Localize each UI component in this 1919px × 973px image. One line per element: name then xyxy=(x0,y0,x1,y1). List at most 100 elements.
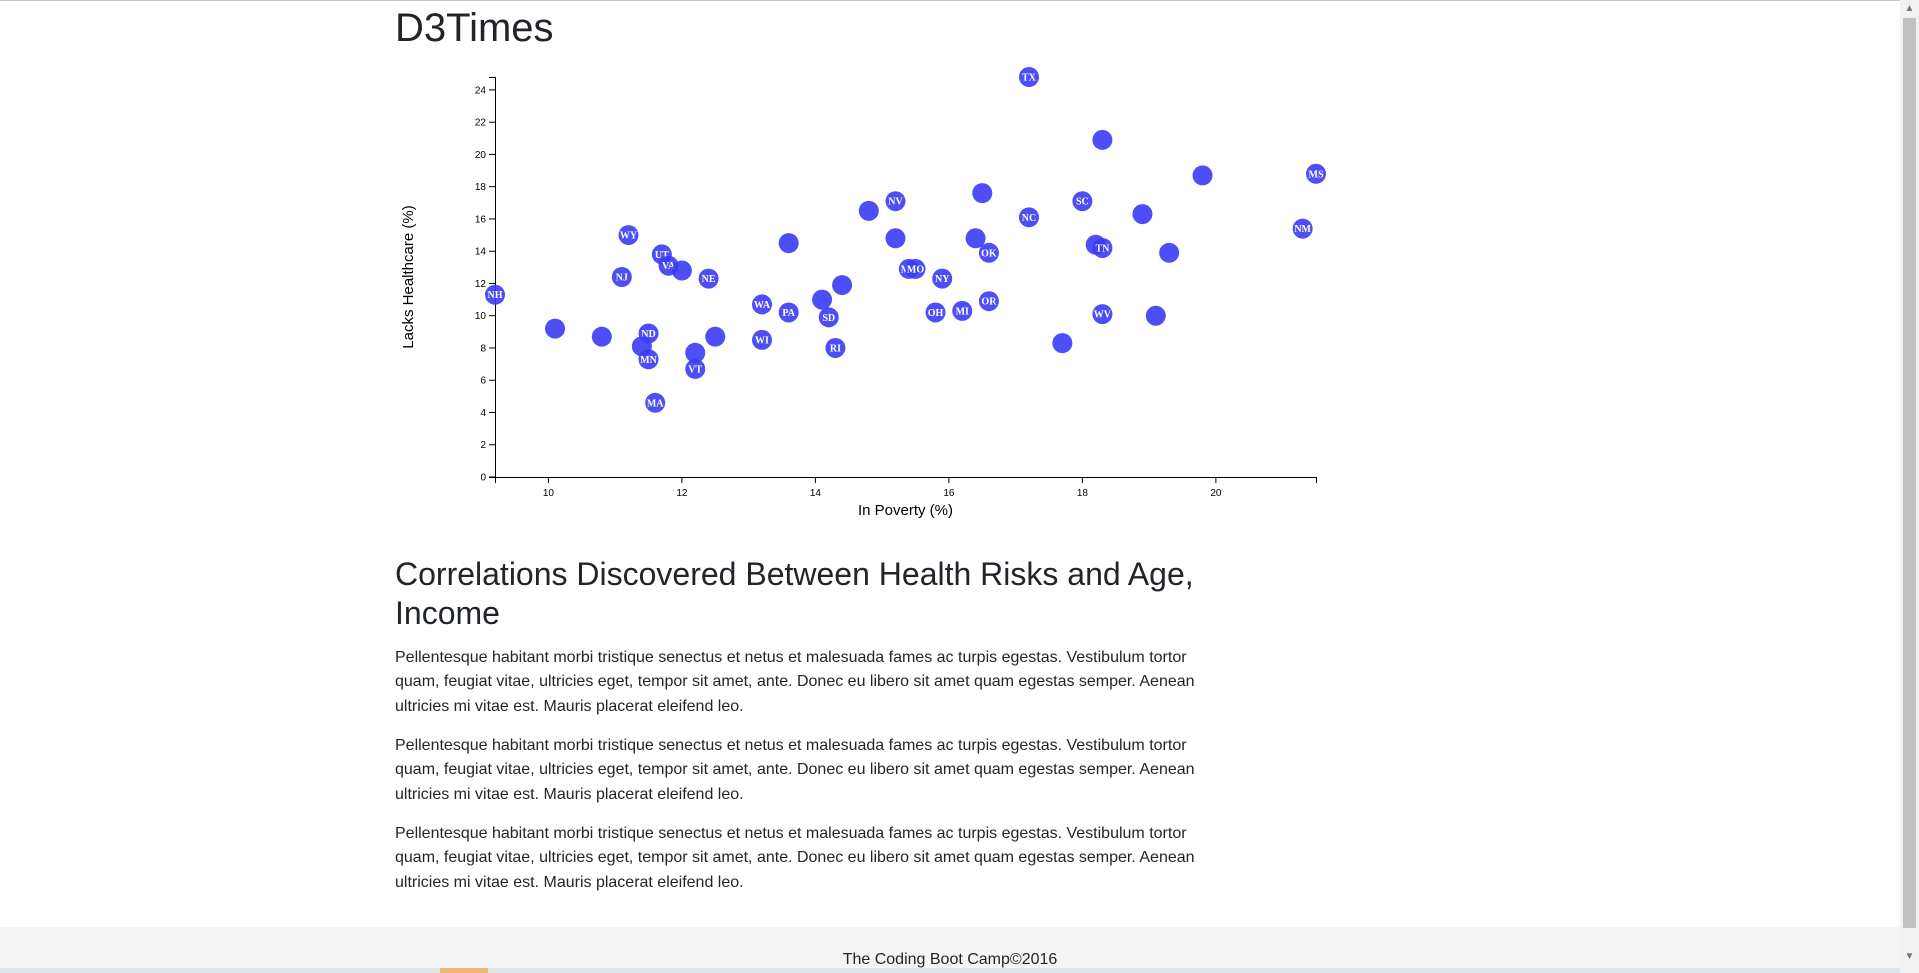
data-point[interactable] xyxy=(778,302,799,323)
data-point[interactable] xyxy=(932,268,953,289)
y-axis-line xyxy=(489,77,496,478)
data-point-label: NH xyxy=(488,290,503,301)
data-point[interactable] xyxy=(905,258,926,279)
footer: The Coding Boot Camp©2016 xyxy=(0,927,1900,973)
data-point-label: TN xyxy=(1095,243,1110,254)
scroll-down-arrow-icon[interactable]: ▼ xyxy=(1904,951,1915,962)
x-tick-label: 14 xyxy=(810,488,822,499)
data-point[interactable] xyxy=(705,326,726,347)
data-point[interactable] xyxy=(1092,237,1113,258)
data-point[interactable] xyxy=(978,242,999,263)
data-point[interactable] xyxy=(952,300,973,321)
y-tick-label: 8 xyxy=(480,343,486,354)
data-point[interactable] xyxy=(1018,207,1039,228)
data-point[interactable] xyxy=(645,392,666,413)
data-point-label: NE xyxy=(702,274,716,285)
data-point[interactable] xyxy=(972,183,993,204)
y-tick-label: 0 xyxy=(480,473,486,484)
y-tick-label: 10 xyxy=(475,311,487,322)
data-point[interactable] xyxy=(885,191,906,212)
data-point-label: VT xyxy=(688,364,702,375)
article-paragraph-3: Pellentesque habitant morbi tristique se… xyxy=(395,825,1195,891)
data-point-label: OH xyxy=(928,308,944,319)
data-point-label: UT xyxy=(655,250,669,261)
scroll-up-arrow-icon[interactable]: ▲ xyxy=(1904,3,1915,14)
data-point-label: WI xyxy=(755,335,769,346)
data-point-label: SD xyxy=(822,313,835,324)
data-point-label: MO xyxy=(907,264,924,275)
data-point[interactable] xyxy=(485,284,505,305)
data-point[interactable] xyxy=(1092,304,1113,325)
y-tick-label: 4 xyxy=(480,408,486,419)
x-tick-label: 20 xyxy=(1210,488,1222,499)
data-point[interactable] xyxy=(751,294,772,315)
x-axis-title: In Poverty (%) xyxy=(858,502,953,519)
data-point[interactable] xyxy=(1306,163,1326,184)
data-point-label: OK xyxy=(981,248,997,259)
taskbar-strip xyxy=(0,968,1900,973)
data-point-label: MS xyxy=(1309,169,1324,180)
data-point[interactable] xyxy=(1132,204,1153,225)
article-title: Correlations Discovered Between Health R… xyxy=(395,556,1194,631)
data-point[interactable] xyxy=(965,228,986,249)
data-point[interactable] xyxy=(591,326,612,347)
data-point[interactable] xyxy=(671,260,692,281)
data-point-label: TX xyxy=(1022,73,1037,84)
data-point-label: NV xyxy=(888,197,903,208)
data-point-label: RI xyxy=(830,343,841,354)
data-point[interactable] xyxy=(832,275,853,296)
site-title: D3Times xyxy=(395,6,554,50)
y-tick-label: 20 xyxy=(475,150,487,161)
data-point[interactable] xyxy=(1145,305,1166,326)
data-point[interactable] xyxy=(1018,67,1039,87)
x-axis-line xyxy=(495,477,1317,483)
data-point[interactable] xyxy=(778,233,799,254)
data-point-label: ND xyxy=(641,329,655,340)
data-point[interactable] xyxy=(751,329,772,350)
data-point[interactable] xyxy=(812,289,833,310)
data-point[interactable] xyxy=(858,200,879,221)
data-point-label: PA xyxy=(782,308,795,319)
x-axis: 10 12 14 16 18 20 xyxy=(495,477,1317,499)
data-point[interactable] xyxy=(685,342,706,363)
taskbar-accent xyxy=(440,968,488,973)
data-point[interactable] xyxy=(825,337,846,358)
data-point-label: VA xyxy=(662,261,676,272)
data-point[interactable] xyxy=(925,302,946,323)
y-tick-label: 16 xyxy=(475,214,487,225)
data-point-label: MN xyxy=(640,355,657,366)
y-tick-label: 14 xyxy=(475,247,487,258)
data-point-label: WV xyxy=(1094,310,1112,321)
y-tick-label: 6 xyxy=(480,376,486,387)
footer-text: The Coding Boot Camp©2016 xyxy=(842,951,1058,968)
data-point-label: OR xyxy=(981,297,997,308)
data-point-label: MI xyxy=(956,306,969,317)
data-point-label: WA xyxy=(754,300,771,311)
data-point[interactable] xyxy=(611,267,632,287)
data-point[interactable] xyxy=(698,268,719,289)
data-point-label: WY xyxy=(620,231,638,242)
article-paragraph-2: Pellentesque habitant morbi tristique se… xyxy=(395,737,1195,803)
data-point[interactable] xyxy=(1192,165,1213,186)
y-tick-label: 18 xyxy=(475,182,487,193)
data-point[interactable] xyxy=(1092,129,1113,150)
data-point[interactable] xyxy=(818,307,839,328)
y-tick-label: 2 xyxy=(480,440,486,451)
data-point[interactable] xyxy=(618,225,639,246)
window-top-border xyxy=(0,0,1900,1)
data-point-label: NY xyxy=(935,274,950,285)
x-tick-label: 10 xyxy=(543,488,555,499)
scrollbar-thumb[interactable] xyxy=(1903,18,1916,928)
data-point[interactable] xyxy=(545,318,566,339)
data-point[interactable] xyxy=(638,349,659,370)
data-point[interactable] xyxy=(1292,218,1313,239)
data-point[interactable] xyxy=(1072,191,1093,212)
data-point[interactable] xyxy=(978,291,999,312)
data-point[interactable] xyxy=(1052,333,1073,354)
data-point[interactable] xyxy=(1159,242,1180,263)
data-point[interactable] xyxy=(685,358,706,379)
data-point[interactable] xyxy=(885,228,906,249)
data-points: TXMSNVSCNCNMWYTNOKUTVAMTMONJNENYNHORWAOH… xyxy=(485,67,1326,413)
data-point-label: NM xyxy=(1294,224,1311,235)
